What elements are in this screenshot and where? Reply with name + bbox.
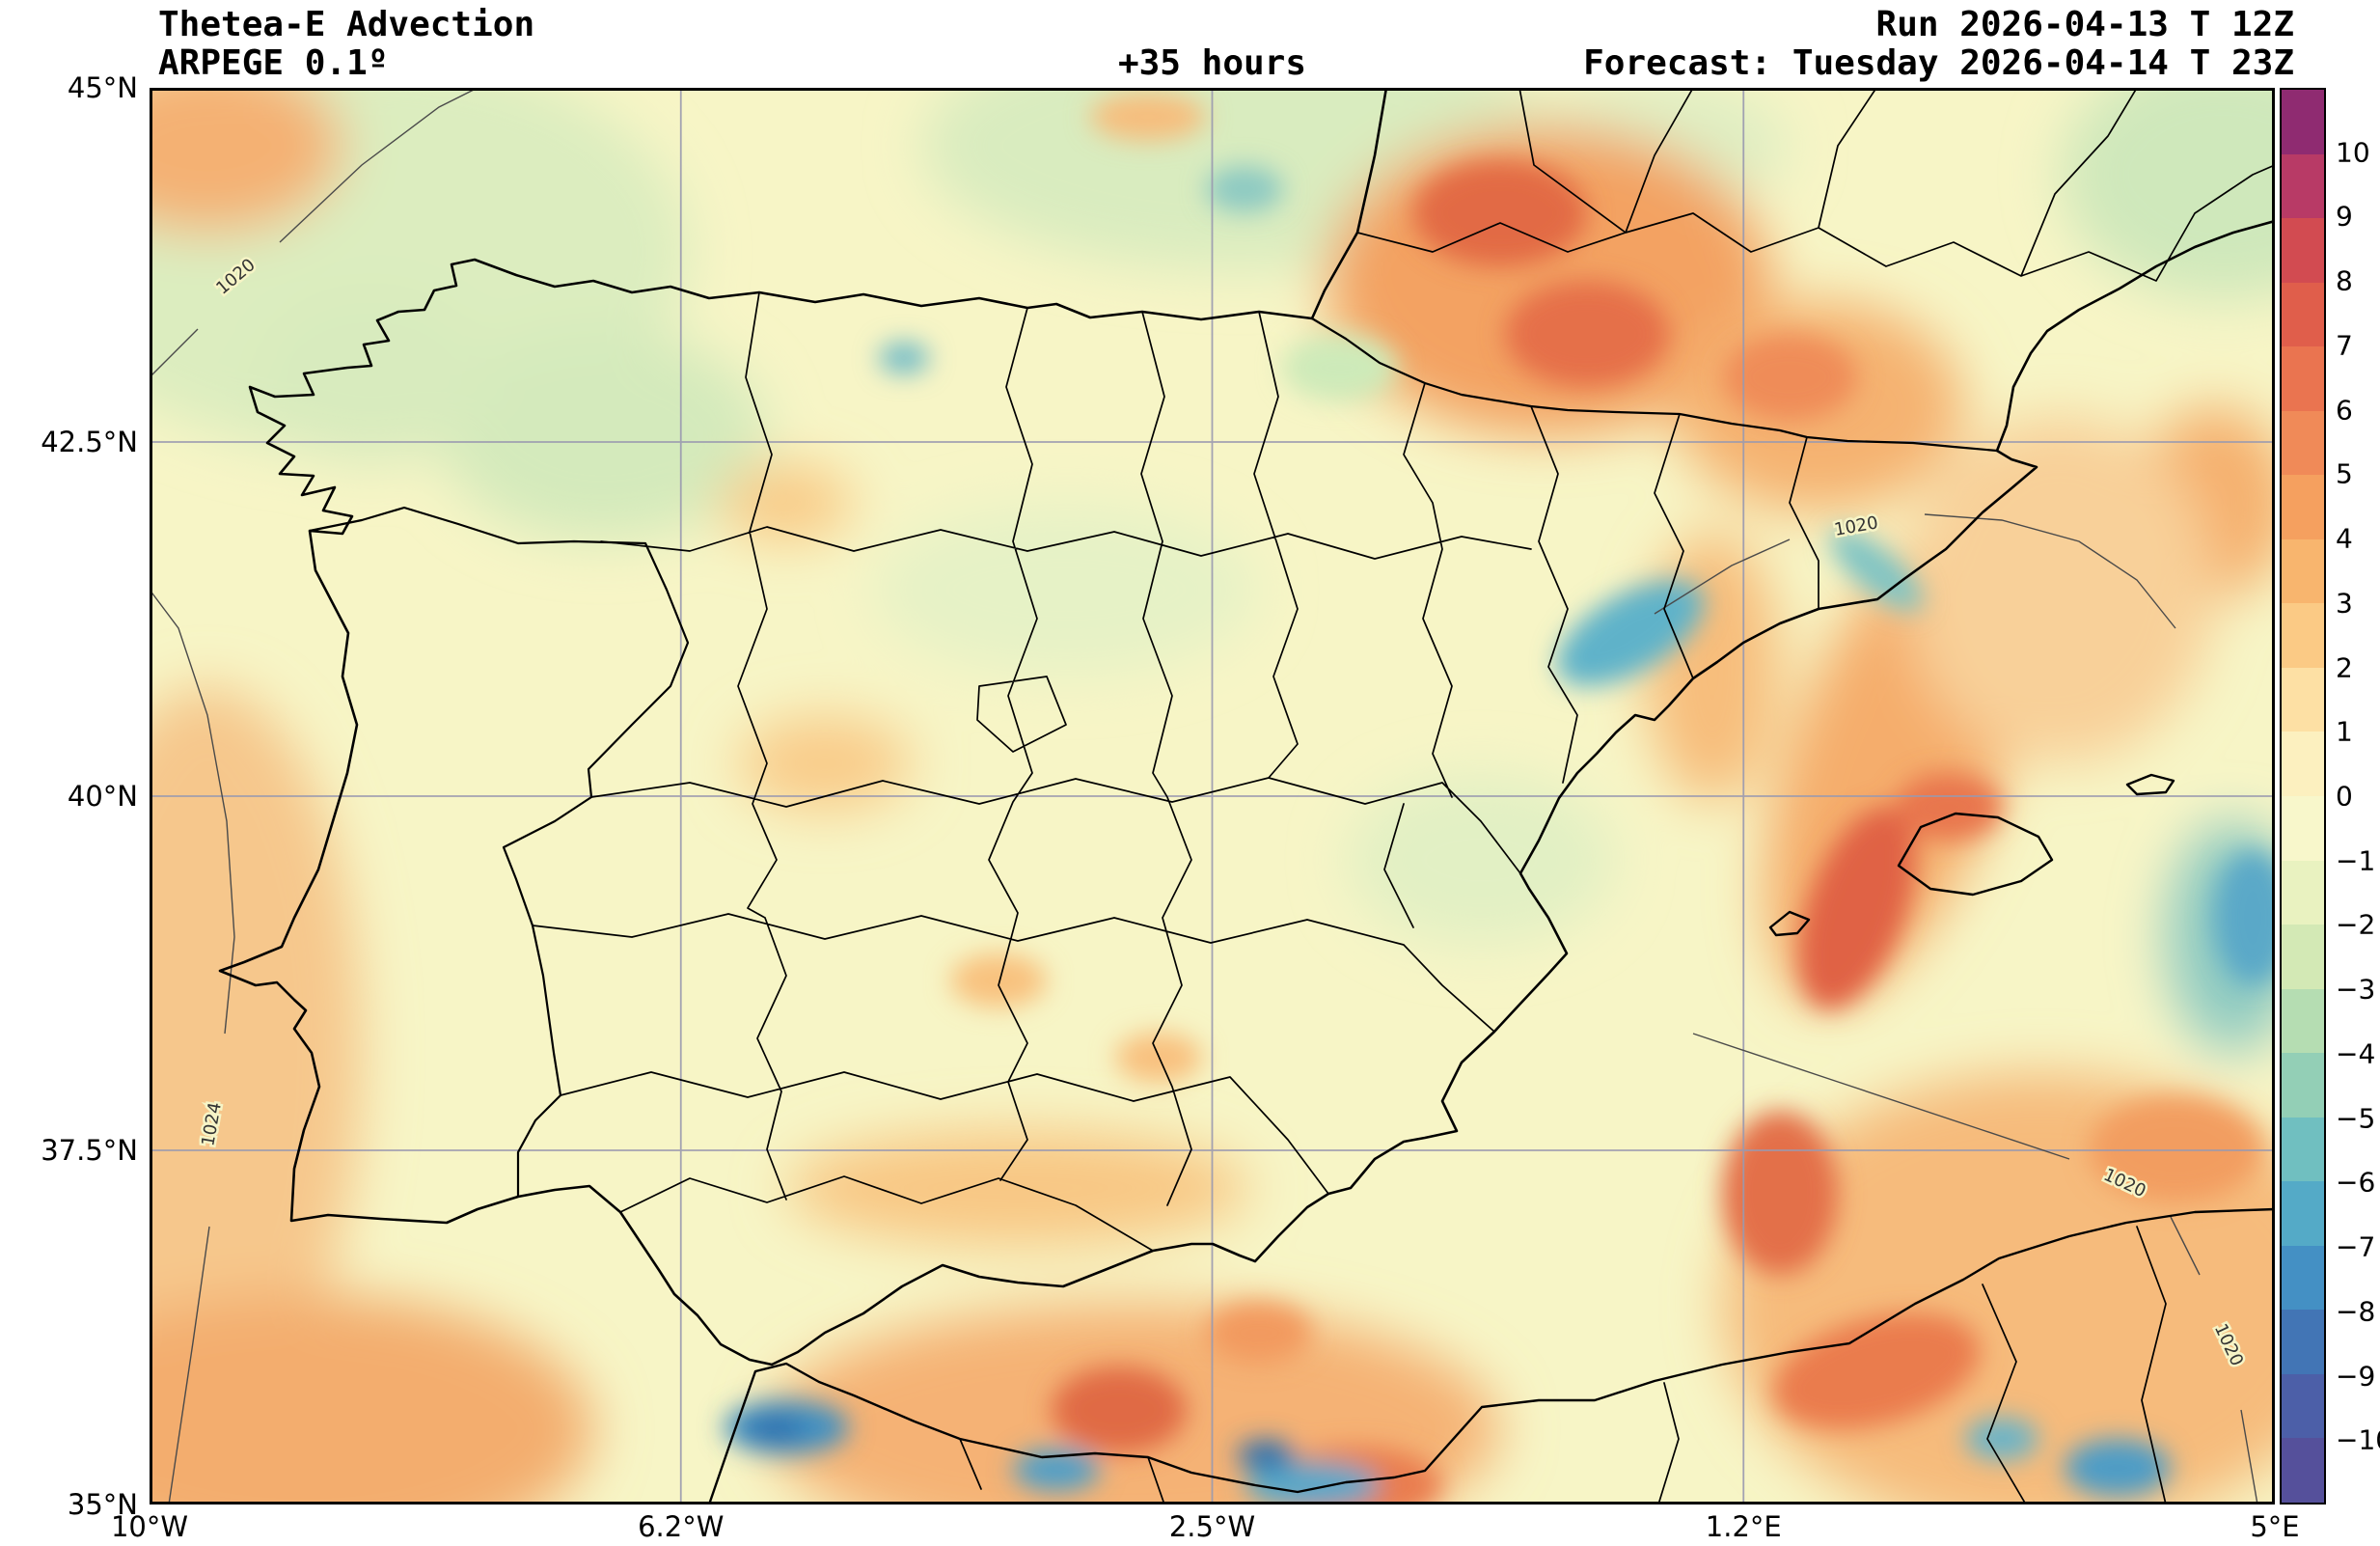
colorbar-tick-label: 7 [2336, 329, 2353, 362]
map-canvas: 1020 1024 1020 1020 1020 [150, 88, 2275, 1505]
boundaries [218, 88, 2275, 1505]
colorbar-tick-label: −2 [2336, 908, 2376, 941]
colorbar-segment [2282, 282, 2324, 347]
run-label: Run 2026-04-13 T 12Z [1875, 5, 2294, 44]
colorbar-segment [2282, 153, 2324, 219]
province-borders [532, 291, 1819, 1252]
model-label: ARPEGE 0.1º [158, 43, 389, 83]
x-tick-label: 10°W [110, 1510, 189, 1543]
colorbar-tick-label: 8 [2336, 264, 2353, 297]
colorbar-segment [2282, 410, 2324, 476]
x-tick-label: 1.2°E [1705, 1510, 1782, 1543]
x-tick-label: 5°E [2250, 1510, 2300, 1543]
portugal-border [308, 506, 690, 1199]
colorbar-segment [2282, 90, 2324, 154]
colorbar-segment [2282, 346, 2324, 411]
x-tick-label: 6.2°W [638, 1510, 725, 1543]
lead-time-label: +35 hours [1117, 43, 1307, 83]
colorbar-segment [2282, 1117, 2324, 1182]
colorbar-tick-label: 5 [2336, 457, 2353, 490]
colorbar-segment [2282, 925, 2324, 989]
colorbar-segment [2282, 1438, 2324, 1504]
y-tick-label: 40°N [67, 780, 138, 813]
colorbar-segment [2282, 988, 2324, 1054]
colorbar-tick-label: 3 [2336, 587, 2353, 620]
colorbar-tick-label: 0 [2336, 780, 2353, 813]
chart-title: Thetea-E Advection [158, 5, 535, 44]
colorbar-tick-label: 1 [2336, 715, 2353, 748]
colorbar-tick-label: 10 [2336, 136, 2370, 169]
colorbar-tick-label: 2 [2336, 651, 2353, 684]
isobars [150, 88, 2258, 1505]
colorbar-segment [2282, 603, 2324, 668]
colorbar [2280, 88, 2326, 1505]
x-tick-label: 2.5°W [1168, 1510, 1256, 1543]
colorbar-tick-label: −8 [2336, 1295, 2376, 1328]
colorbar-tick-label: −5 [2336, 1102, 2376, 1135]
colorbar-segment [2282, 475, 2324, 539]
colorbar-tick-label: −3 [2336, 973, 2376, 1006]
y-axis: 45°N 42.5°N 40°N 37.5°N 35°N [0, 71, 138, 1521]
colorbar-segment [2282, 796, 2324, 861]
colorbar-segment [2282, 860, 2324, 925]
x-axis: 10°W 6.2°W 2.5°W 1.2°E 5°E [111, 1510, 2300, 1545]
colorbar-tick-label: −1 [2336, 844, 2376, 877]
pyrenees-border [1310, 317, 1999, 453]
colorbar-tick-label: −10 [2336, 1423, 2380, 1456]
africa-coastline [707, 1207, 2275, 1505]
map-plot-area: 1020 1024 1020 1020 1020 [150, 88, 2275, 1505]
colorbar-segment [2282, 667, 2324, 732]
y-tick-label: 45°N [67, 71, 138, 104]
colorbar-tick-label: 9 [2336, 200, 2353, 233]
y-tick-label: 35°N [67, 1488, 138, 1521]
france-borders [1356, 88, 2275, 282]
colorbar-tick-label: −7 [2336, 1230, 2376, 1263]
grid-lines [150, 88, 2275, 1505]
colorbar-segment [2282, 218, 2324, 283]
colorbar-segment [2282, 538, 2324, 604]
colorbar-tick-label: 4 [2336, 522, 2353, 555]
colorbar-tick-label: 6 [2336, 394, 2353, 427]
plot-frame [150, 88, 2275, 1505]
colorbar-tick-label: −4 [2336, 1037, 2376, 1070]
colorbar-tick-label: −9 [2336, 1360, 2376, 1393]
colorbar-segment [2282, 1310, 2324, 1374]
colorbar-segment [2282, 1053, 2324, 1118]
africa-borders [959, 1226, 2167, 1505]
balearic-islands [1768, 773, 2175, 937]
y-tick-label: 37.5°N [41, 1134, 138, 1167]
colorbar-segment [2282, 1245, 2324, 1311]
colorbar-segment [2282, 732, 2324, 797]
y-tick-label: 42.5°N [41, 426, 138, 458]
colorbar-tick-label: −6 [2336, 1166, 2376, 1199]
colorbar-segment [2282, 1181, 2324, 1246]
forecast-label: Forecast: Tuesday 2026-04-14 T 23Z [1583, 43, 2294, 83]
colorbar-segment [2282, 1373, 2324, 1439]
